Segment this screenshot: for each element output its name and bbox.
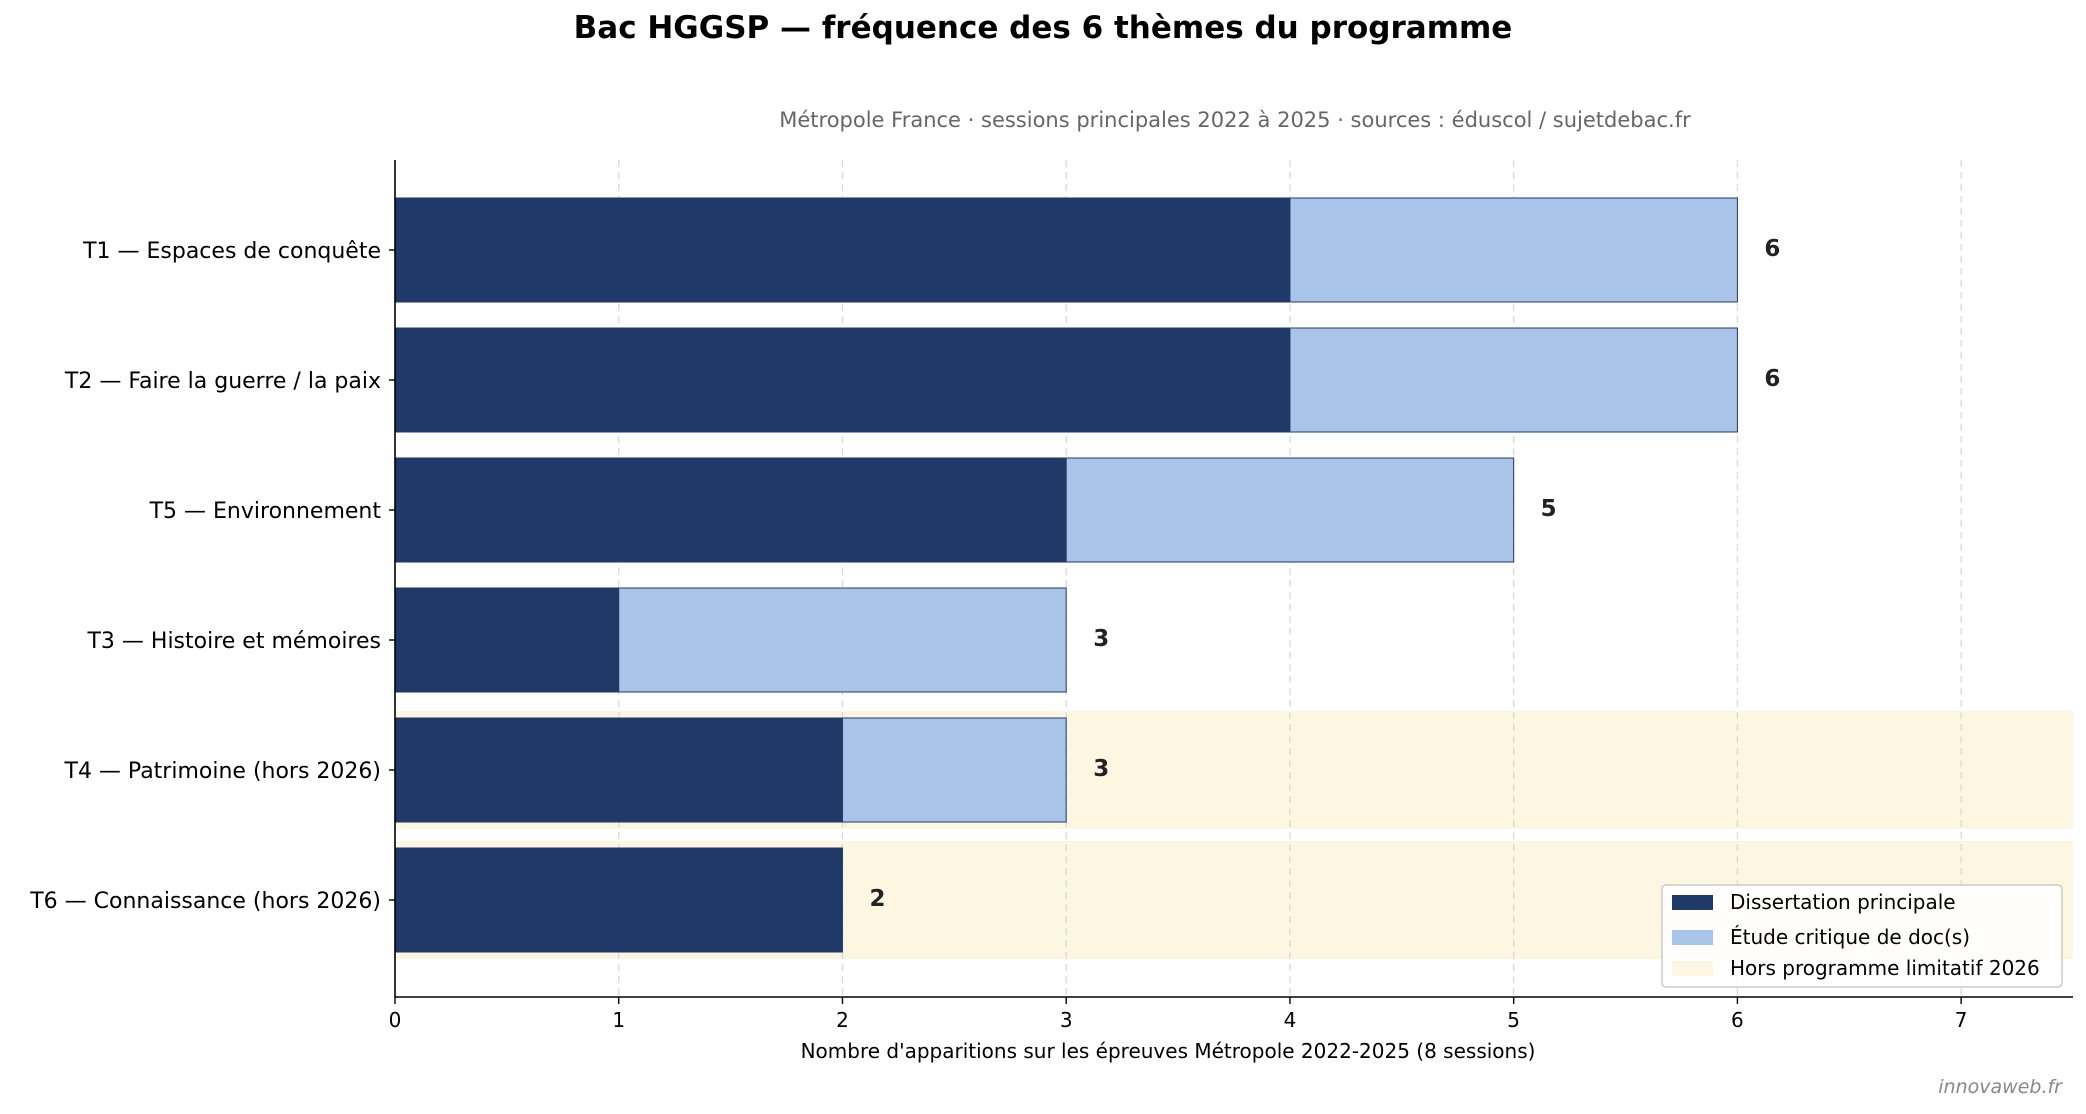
- category-label-4: T4 — Patrimoine (hors 2026): [64, 759, 382, 784]
- x-tick-label-3: 3: [1060, 1008, 1073, 1032]
- value-label-3: 3: [1093, 626, 1109, 652]
- bar-dissertation-5: [394, 847, 843, 953]
- legend-label-dissertation: Dissertation principale: [1730, 890, 1956, 914]
- legend-label-etude: Étude critique de doc(s): [1730, 925, 1970, 949]
- bars: [394, 197, 1738, 953]
- legend-box: [1661, 884, 2063, 988]
- bar-dissertation-1: [394, 327, 1291, 433]
- value-label-4: 3: [1093, 756, 1109, 782]
- x-tick-label-1: 1: [612, 1008, 625, 1032]
- category-label-0: T1 — Espaces de conquête: [82, 239, 381, 264]
- legend-label-hors-programme: Hors programme limitatif 2026: [1730, 956, 2040, 980]
- x-axis-label: Nombre d'apparitions sur les épreuves Mé…: [801, 1039, 1536, 1063]
- legend-swatch-hors-programme: [1672, 961, 1713, 976]
- x-tick-label-2: 2: [836, 1008, 849, 1032]
- bar-etude-4: [841, 717, 1067, 823]
- bar-etude-1: [1289, 327, 1738, 433]
- watermark: innovaweb.fr: [1938, 1076, 2062, 1098]
- x-tick-label-6: 6: [1731, 1008, 1744, 1032]
- labels: T1 — Espaces de conquête 6 T2 — Faire la g…: [29, 236, 1780, 914]
- bar-etude-2: [1065, 457, 1515, 563]
- category-label-5: T6 — Connaissance (hors 2026): [29, 889, 381, 914]
- x-tick-label-0: 0: [389, 1008, 402, 1032]
- value-label-5: 2: [869, 886, 885, 912]
- value-label-2: 5: [1541, 496, 1557, 522]
- axes: 0 1 2 3 4 5 6 7: [389, 160, 2073, 1032]
- legend-swatch-etude: [1672, 930, 1713, 945]
- bar-dissertation-4: [394, 717, 843, 823]
- category-label-1: T2 — Faire la guerre / la paix: [64, 369, 381, 394]
- category-label-2: T5 — Environnement: [149, 499, 382, 524]
- bar-dissertation-3: [394, 587, 620, 693]
- chart-title: Bac HGGSP — fréquence des 6 thèmes du pr…: [573, 10, 1513, 46]
- category-label-3: T3 — Histoire et mémoires: [86, 629, 381, 654]
- legend-swatch-dissertation: [1672, 895, 1713, 910]
- value-label-0: 6: [1764, 236, 1780, 262]
- bar-etude-3: [618, 587, 1067, 693]
- value-label-1: 6: [1764, 366, 1780, 392]
- x-tick-label-7: 7: [1955, 1008, 1968, 1032]
- bar-dissertation-0: [394, 197, 1291, 303]
- x-tick-label-4: 4: [1284, 1008, 1297, 1032]
- legend: Dissertation principale Étude critique d…: [1661, 884, 2063, 988]
- bar-dissertation-2: [394, 457, 1067, 563]
- x-tick-label-5: 5: [1507, 1008, 1520, 1032]
- chart-subtitle: Métropole France · sessions principales …: [779, 108, 1691, 132]
- bar-etude-0: [1289, 197, 1738, 303]
